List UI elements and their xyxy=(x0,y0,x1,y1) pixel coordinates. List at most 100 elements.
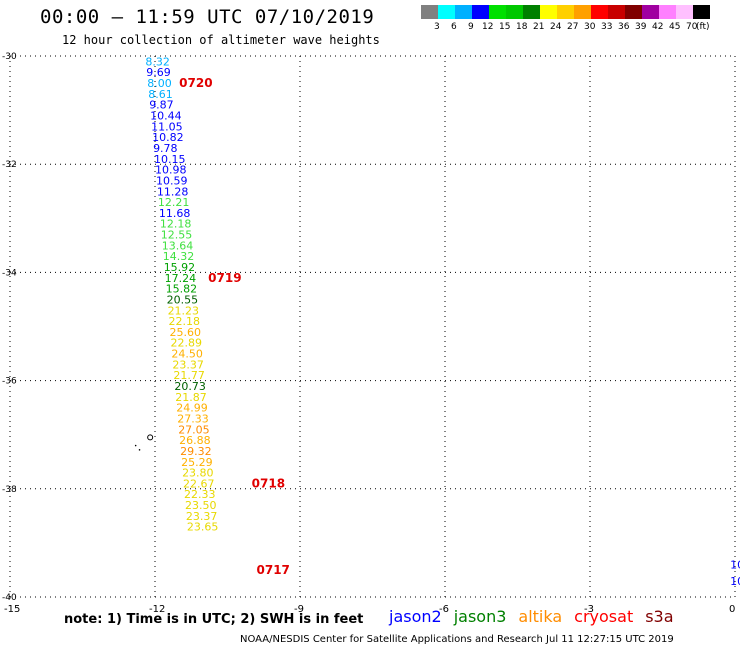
data-point-label: 10.59 xyxy=(156,174,188,187)
data-point-label: 26.88 xyxy=(179,434,211,447)
data-point-label: 24.99 xyxy=(176,402,208,415)
scale-swatch xyxy=(608,5,625,19)
scale-unit-label: (ft) xyxy=(696,22,710,32)
scale-swatch xyxy=(472,5,489,19)
time-label: 0717 xyxy=(257,563,290,577)
data-point-label: 10.98 xyxy=(155,164,187,177)
data-point-label: 23.50 xyxy=(185,499,217,512)
island-mark xyxy=(147,434,154,441)
data-point-label: 15.82 xyxy=(166,283,198,296)
scale-tick-label: 70 xyxy=(686,22,698,32)
data-point-label: 9.78 xyxy=(153,142,178,155)
data-point-label: 21.87 xyxy=(175,391,207,404)
color-scale-legend: 3 6 9 12 15 18 21 24 27 30 33 36 39 42 45 70 (ft) xyxy=(421,5,710,37)
data-point-label: 25.60 xyxy=(170,326,202,339)
scale-tick-label: 12 xyxy=(482,22,494,32)
data-point-label: 10.82 xyxy=(152,131,184,144)
data-point-label: 21.23 xyxy=(168,304,200,317)
scale-swatch xyxy=(574,5,591,19)
scale-swatch xyxy=(540,5,557,19)
scale-swatch xyxy=(455,5,472,19)
data-point-label: 23.37 xyxy=(186,510,218,523)
data-point-label: 9.87 xyxy=(149,99,174,112)
legend-item-s3a: s3a xyxy=(645,607,674,626)
scale-tick-label: 18 xyxy=(516,22,528,32)
data-point-label: 12.18 xyxy=(160,218,192,231)
data-point-label: 24.50 xyxy=(171,348,203,361)
y-tick-label: -34 xyxy=(2,268,17,278)
y-tick-label: -40 xyxy=(2,593,17,603)
data-point-label: 22.67 xyxy=(183,477,215,490)
data-point-label: 11.28 xyxy=(157,185,189,198)
x-tick-label: -9 xyxy=(294,604,304,615)
data-point-label: 12.21 xyxy=(158,196,190,209)
scale-tick-label: 27 xyxy=(567,22,579,32)
x-tick-label: -12 xyxy=(149,604,165,615)
chart-subtitle: 12 hour collection of altimeter wave hei… xyxy=(62,33,380,47)
data-point-label: 10.15 xyxy=(154,153,186,166)
time-label: 0720 xyxy=(179,76,212,90)
island-mark xyxy=(134,444,137,447)
scale-swatch xyxy=(676,5,693,19)
data-point-label: 8.32 xyxy=(145,55,170,68)
data-point-label: 20.73 xyxy=(174,380,206,393)
scale-tick-label: 36 xyxy=(618,22,630,32)
legend-item-cryosat: cryosat xyxy=(574,607,634,626)
edge-data-label: 10 xyxy=(730,559,740,572)
y-tick-label: -32 xyxy=(2,160,17,170)
legend-item-jason2: jason2 xyxy=(389,607,442,626)
data-point-label: 29.32 xyxy=(180,445,212,458)
x-tick-label: -15 xyxy=(4,604,20,615)
scale-tick-label: 33 xyxy=(601,22,613,32)
data-point-label: 27.05 xyxy=(178,423,210,436)
time-label: 0718 xyxy=(252,476,285,490)
scale-swatch xyxy=(693,5,710,19)
scale-tick-label: 3 xyxy=(434,22,440,32)
edge-data-label: 10 xyxy=(730,575,740,588)
legend-item-jason3: jason3 xyxy=(453,607,507,626)
units-note: note: 1) Time is in UTC; 2) SWH is in fe… xyxy=(64,612,364,627)
data-point-label: 14.32 xyxy=(163,250,195,263)
scale-swatch xyxy=(659,5,676,19)
scale-tick-label: 39 xyxy=(635,22,647,32)
scale-swatch xyxy=(506,5,523,19)
credit-footer: NOAA/NESDIS Center for Satellite Applica… xyxy=(240,634,674,645)
data-point-label: 20.55 xyxy=(167,293,199,306)
data-point-label: 21.77 xyxy=(173,369,205,382)
data-point-label: 17.24 xyxy=(165,272,197,285)
scale-tick-label: 42 xyxy=(652,22,664,32)
legend-item-altika: altika xyxy=(518,607,563,626)
data-point-label: 12.55 xyxy=(161,229,193,242)
data-point-label: 23.37 xyxy=(172,358,204,371)
data-point-label: 22.18 xyxy=(169,315,201,328)
scale-swatch xyxy=(557,5,574,19)
y-tick-label: -38 xyxy=(2,485,17,495)
scale-swatch xyxy=(523,5,540,19)
data-point-label: 13.64 xyxy=(162,239,194,252)
data-point-label: 11.68 xyxy=(159,207,191,220)
data-point-label: 10.44 xyxy=(150,110,182,123)
island-mark xyxy=(138,449,141,451)
x-tick-label: -3 xyxy=(584,604,594,615)
time-label: 0719 xyxy=(208,271,241,285)
data-point-label: 22.89 xyxy=(170,337,202,350)
scale-tick-label: 6 xyxy=(451,22,457,32)
x-tick-label: -6 xyxy=(439,604,449,615)
scale-tick-label: 45 xyxy=(669,22,681,32)
data-point-label: 8.61 xyxy=(148,88,173,101)
data-point-label: 23.65 xyxy=(187,521,219,534)
scale-tick-label: 30 xyxy=(584,22,596,32)
x-tick-label: 0 xyxy=(729,604,735,615)
scale-swatch xyxy=(438,5,455,19)
scale-tick-label: 15 xyxy=(499,22,511,32)
data-point-label: 25.29 xyxy=(181,456,213,469)
data-point-label: 8.00 xyxy=(147,77,172,90)
y-tick-label: -36 xyxy=(2,377,17,387)
scale-tick-label: 9 xyxy=(468,22,474,32)
scale-swatch xyxy=(625,5,642,19)
scale-tick-label: 24 xyxy=(550,22,562,32)
data-point-label: 15.92 xyxy=(164,261,196,274)
satellite-legend: jason2 jason3 altika cryosat s3a xyxy=(389,607,686,626)
scale-tick-label: 21 xyxy=(533,22,545,32)
